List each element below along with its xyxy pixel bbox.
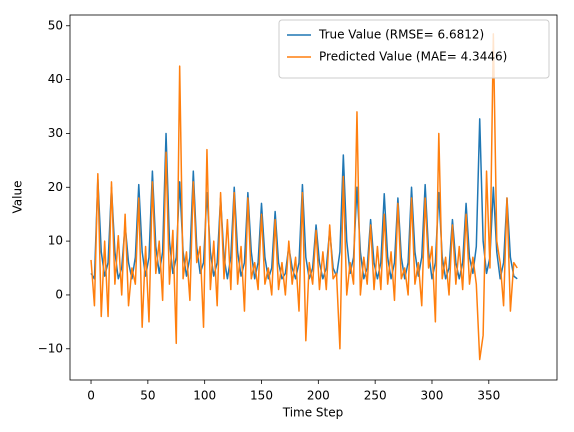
legend-box [278,19,550,79]
legend-label: Predicted Value (MAE= 4.3446) [319,50,507,64]
data-line [90,118,518,280]
x-tick-label: 300 [421,389,444,403]
plot-frame [69,14,558,381]
y-tick-label: 40 [48,72,63,86]
x-tick-label: 0 [87,389,95,403]
y-tick-label: 50 [48,18,63,32]
x-tick-label: 200 [307,389,330,403]
y-tick-label: 30 [48,126,63,140]
x-axis-label: Time Step [282,406,344,420]
plot-marks [90,33,518,361]
data-line [90,33,518,361]
y-tick-label: 0 [55,287,63,301]
y-tick-label: 10 [48,234,63,248]
y-axis-label: Value [11,181,25,214]
x-tick-label: 350 [477,389,500,403]
y-tick-label: 20 [48,180,63,194]
x-tick-label: 150 [250,389,273,403]
x-tick-label: 100 [193,389,216,403]
x-tick-label: 50 [140,389,155,403]
legend-label: True Value (RMSE= 6.6812) [318,28,484,42]
y-tick-label: −10 [38,341,63,355]
legend: True Value (RMSE= 6.6812) Predicted Value… [278,19,550,79]
x-tick-label: 250 [364,389,387,403]
